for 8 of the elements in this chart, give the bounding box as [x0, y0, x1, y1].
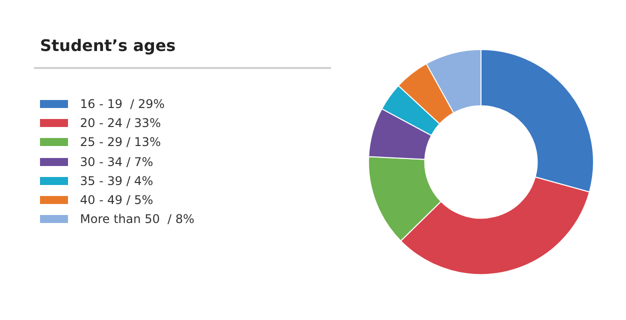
- legend-label: 20 - 24 / 33%: [80, 116, 161, 130]
- legend-label: 16 - 19 / 29%: [80, 96, 165, 111]
- legend-label: 40 - 49 / 5%: [80, 193, 154, 208]
- legend-label: More than 50 / 8%: [80, 212, 194, 226]
- legend-label: 30 - 34 / 7%: [80, 154, 154, 169]
- chart-title: Student’s ages: [40, 36, 176, 55]
- legend-label: 35 - 39 / 4%: [80, 174, 154, 188]
- legend-label: 25 - 29 / 13%: [80, 135, 161, 150]
